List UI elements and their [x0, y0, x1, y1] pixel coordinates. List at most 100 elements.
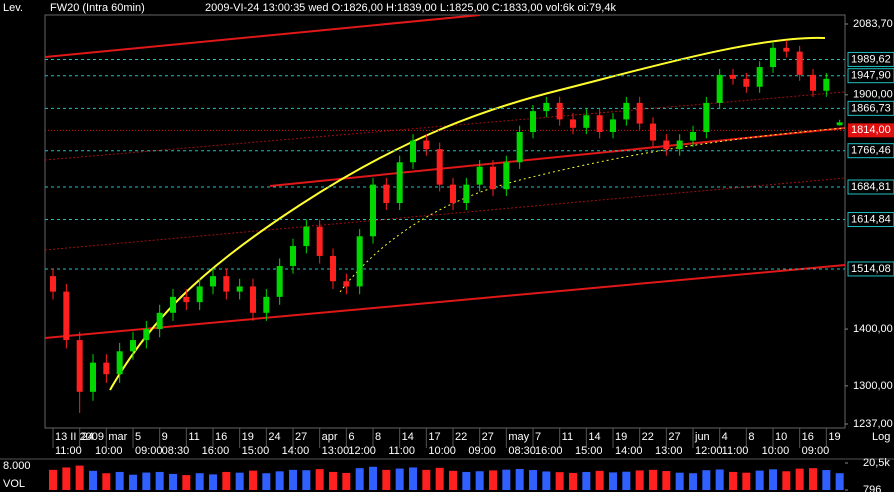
- candle-body: [650, 123, 656, 141]
- trend-line: [45, 264, 845, 339]
- volume-bar: [635, 470, 644, 490]
- candle-body: [556, 102, 563, 120]
- x-time-label: 10:00: [762, 445, 790, 457]
- x-tick-label: 22: [642, 431, 654, 443]
- candle-body: [143, 329, 150, 341]
- level-label: 1866,73: [851, 102, 891, 114]
- x-time-label: 12:00: [348, 445, 376, 457]
- volume-bar: [369, 466, 377, 490]
- candle-body: [796, 51, 803, 75]
- volume-bar: [222, 471, 231, 490]
- level-box: [847, 143, 894, 159]
- volume-bar: [209, 474, 217, 490]
- chart-subtitle: 2009-VI-24 13:00:35 wed O:1826,00 H:1839…: [205, 2, 616, 14]
- x-time-label: 11:00: [388, 445, 415, 457]
- volume-bar: [315, 469, 324, 490]
- volume-bar: [329, 471, 337, 490]
- volume-bar: [822, 470, 831, 490]
- volume-bar: [662, 471, 671, 490]
- volume-tick-label: 796: [863, 484, 881, 492]
- level-box: [847, 100, 894, 116]
- trend-line: [45, 91, 845, 161]
- volume-bar: [275, 471, 284, 490]
- level-label: 1514,08: [851, 263, 891, 275]
- x-time-label: 11:00: [55, 445, 82, 457]
- candle-body: [476, 166, 483, 185]
- x-tick-label: 24: [82, 431, 94, 443]
- x-tick-label: 10: [775, 431, 787, 443]
- volume-bar: [529, 470, 537, 490]
- x-time-label: 11:00: [722, 445, 749, 457]
- y-tick-label: 1900,00: [853, 89, 893, 101]
- volume-bar: [435, 467, 444, 490]
- x-tick-label: 7: [535, 431, 541, 443]
- x-tick-label: 5: [135, 431, 141, 443]
- candle-body: [343, 281, 350, 287]
- candle-body: [196, 286, 203, 303]
- level-box: [847, 212, 894, 228]
- x-tick-label: may: [508, 431, 529, 443]
- volume-bar: [555, 472, 564, 490]
- volume-bar: [489, 470, 497, 490]
- x-tick-label: 27: [668, 431, 680, 443]
- x-tick-label: 22: [455, 431, 467, 443]
- volume-bar: [235, 472, 244, 490]
- volume-bar: [395, 468, 404, 490]
- x-tick-label: 19: [615, 431, 627, 443]
- candle-body: [290, 246, 296, 266]
- x-tick-label: 4: [722, 431, 728, 443]
- candle-body: [370, 184, 376, 237]
- candle-body: [770, 47, 776, 68]
- volume-bar: [169, 473, 177, 490]
- candle-body: [103, 362, 110, 375]
- x-tick-label: 17: [428, 431, 440, 443]
- volume-bar: [795, 468, 804, 490]
- candle-body: [676, 140, 683, 150]
- candle-body: [690, 132, 696, 141]
- candle-body: [450, 184, 456, 204]
- arc-line: [109, 36, 826, 391]
- level-box: [847, 261, 894, 277]
- x-tick-label: 11: [562, 431, 573, 443]
- volume-bar: [49, 469, 57, 490]
- volume-bar: [462, 471, 471, 490]
- candle-body: [623, 102, 630, 120]
- candle-body: [703, 102, 710, 133]
- volume-label: VOL: [3, 478, 25, 490]
- last-price-label: 1814,00: [851, 124, 891, 136]
- candle-body: [730, 74, 736, 79]
- candle-body: [250, 286, 256, 313]
- volume-bar: [622, 471, 631, 490]
- x-tick-label: 27: [482, 431, 494, 443]
- volume-bar: [262, 473, 271, 490]
- candle-body: [756, 67, 763, 87]
- volume-bar: [409, 467, 417, 490]
- x-tick-label: 16: [215, 431, 227, 443]
- candle-body: [610, 119, 616, 133]
- candle-body: [810, 74, 816, 91]
- volume-bar: [249, 470, 257, 490]
- arc-line: [339, 127, 845, 293]
- x-time-label: 13:00: [655, 445, 683, 457]
- y-tick-label: 1237,00: [853, 418, 893, 430]
- volume-bar: [115, 471, 124, 490]
- candle-body: [823, 78, 830, 91]
- volume-bar: [782, 471, 791, 490]
- candle-body: [330, 255, 336, 282]
- candle-body: [50, 276, 56, 292]
- x-tick-label: 14: [588, 431, 600, 443]
- x-tick-label: 27: [295, 431, 307, 443]
- candle-body: [530, 111, 536, 133]
- candle-body: [583, 115, 590, 128]
- x-tick-label: 16: [802, 431, 814, 443]
- candle-body: [210, 276, 216, 287]
- volume-bar: [609, 472, 617, 490]
- volume-bar: [715, 469, 724, 490]
- volume-bar: [62, 467, 71, 490]
- x-time-label: 09:00: [468, 445, 496, 457]
- candle-body: [570, 119, 576, 128]
- candle-body: [316, 226, 323, 256]
- x-tick-label: mar: [108, 431, 127, 443]
- x-time-label: 16:00: [535, 445, 563, 457]
- candle-body: [356, 236, 363, 287]
